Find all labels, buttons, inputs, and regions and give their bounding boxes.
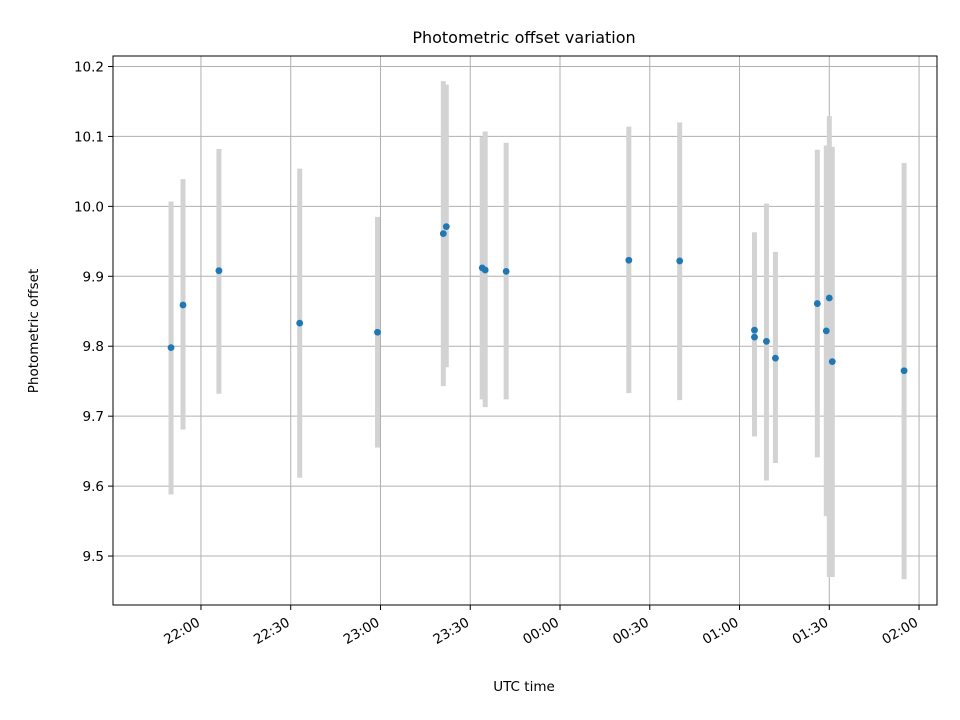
- y-axis: 9.5 9.6 9.7 9.8 9.9 10.0 10.1 10.2: [74, 59, 113, 565]
- data-point: [481, 266, 489, 274]
- data-point: [442, 223, 450, 231]
- data-point: [751, 326, 758, 334]
- data-point: [439, 230, 447, 238]
- data-point: [751, 333, 758, 341]
- y-tick-label: 10.0: [74, 199, 104, 215]
- y-tick-label: 10.1: [74, 129, 104, 145]
- x-tick-label: 23:00: [341, 615, 383, 648]
- y-tick-label: 9.5: [83, 549, 104, 565]
- x-tick-label: 23:30: [431, 615, 473, 648]
- data-point: [179, 301, 187, 309]
- data-point: [900, 367, 908, 375]
- x-tick-label: 00:30: [610, 615, 652, 648]
- data-point: [676, 257, 684, 265]
- data-point: [825, 294, 833, 302]
- x-tick-label: 00:00: [520, 615, 562, 648]
- y-tick-label: 9.8: [83, 339, 104, 355]
- data-point: [625, 256, 633, 264]
- x-tick-label: 01:30: [790, 615, 832, 648]
- data-points: [167, 223, 908, 375]
- chart-title: Photometric offset variation: [412, 28, 635, 47]
- y-axis-label: Photometric offset: [26, 269, 42, 393]
- data-point: [828, 358, 836, 366]
- data-point: [374, 328, 381, 336]
- y-tick-label: 9.9: [83, 269, 104, 285]
- x-tick-label: 22:00: [161, 615, 203, 648]
- error-bars: [168, 81, 907, 580]
- x-tick-label: 22:30: [251, 615, 293, 648]
- x-tick-label: 01:00: [700, 615, 742, 648]
- y-tick-label: 9.6: [83, 479, 104, 495]
- y-tick-label: 10.2: [74, 59, 104, 75]
- data-point: [167, 344, 175, 352]
- grid: [113, 56, 937, 605]
- x-tick-label: 02:00: [879, 615, 921, 648]
- data-point: [215, 267, 223, 275]
- data-point: [772, 354, 779, 362]
- data-point: [813, 300, 821, 307]
- plot-frame: [112, 55, 938, 606]
- x-axis-label: UTC time: [493, 679, 555, 695]
- data-point: [502, 268, 510, 275]
- x-axis: 22:00 22:30 23:00 23:30 00:00 00:30 01:00 01:30…: [161, 605, 921, 648]
- data-point: [296, 319, 304, 327]
- y-tick-label: 9.7: [83, 409, 104, 425]
- data-point: [763, 337, 770, 345]
- data-point: [822, 327, 830, 335]
